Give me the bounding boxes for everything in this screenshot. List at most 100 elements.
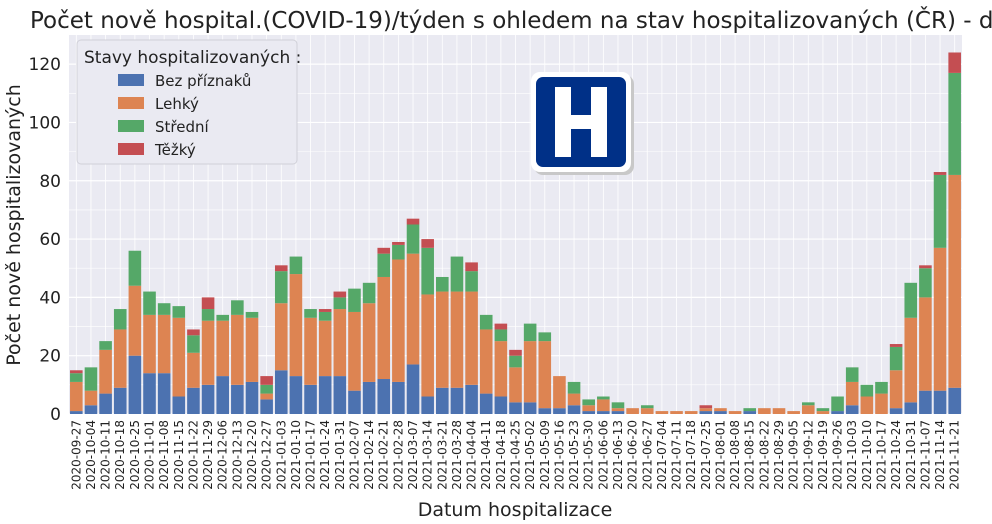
bar-segment xyxy=(187,329,200,336)
bar-segment xyxy=(919,268,932,298)
bar-segment xyxy=(933,174,947,248)
bar-segment xyxy=(318,311,332,321)
bar-segment xyxy=(567,393,581,406)
bar-segment xyxy=(333,309,347,377)
hospital-sign-icon xyxy=(531,72,634,175)
x-tick-label: 2021-01-17 xyxy=(304,420,318,490)
bar-segment xyxy=(392,244,405,260)
bar-segment xyxy=(216,376,230,414)
bar-segment xyxy=(406,218,420,225)
bar-segment xyxy=(157,373,171,414)
x-tick-label: 2021-09-12 xyxy=(801,420,815,490)
legend-title: Stavy hospitalizovaných : xyxy=(84,48,301,68)
x-tick-label: 2021-03-21 xyxy=(435,420,449,490)
bar-segment xyxy=(172,317,186,397)
bar-segment xyxy=(479,329,493,394)
x-tick-label: 2021-01-10 xyxy=(289,420,303,490)
x-tick-label: 2020-11-29 xyxy=(201,420,215,490)
x-tick-label: 2021-06-20 xyxy=(626,420,640,490)
bar-segment xyxy=(699,408,713,412)
bar-segment xyxy=(801,405,815,414)
legend-swatch xyxy=(118,97,144,109)
x-tick-label: 2020-10-04 xyxy=(84,420,98,490)
bar-segment xyxy=(904,317,918,403)
bar-segment xyxy=(201,309,215,321)
bar-segment xyxy=(421,239,434,248)
bar-segment xyxy=(260,399,273,414)
legend-items: Bez příznaků Lehký Střední Těžký xyxy=(118,72,251,159)
x-tick-label: 2020-11-01 xyxy=(143,420,157,490)
x-tick-label: 2020-12-13 xyxy=(230,420,244,490)
bar-segment xyxy=(201,297,215,310)
bar-segment xyxy=(860,396,874,414)
bar-segment xyxy=(99,349,112,394)
bar-segment xyxy=(509,367,522,403)
bar-segment xyxy=(99,393,112,414)
x-tick-label: 2021-02-14 xyxy=(362,420,376,490)
x-tick-label: 2021-10-31 xyxy=(904,420,918,490)
bar-segment xyxy=(567,405,581,414)
bar-segment xyxy=(70,411,83,414)
bar-segment xyxy=(99,341,112,350)
bar-segment xyxy=(933,172,947,175)
bar-segment xyxy=(289,274,303,377)
bar-segment xyxy=(889,408,903,414)
bar-segment xyxy=(699,411,713,414)
x-tick-label: 2021-11-07 xyxy=(918,420,932,490)
x-tick-label: 2020-10-18 xyxy=(113,420,127,490)
bar-segment xyxy=(465,262,478,272)
legend-label: Střední xyxy=(155,118,209,136)
bar-segment xyxy=(406,253,420,365)
bar-segment xyxy=(479,393,493,414)
bar-segment xyxy=(538,408,552,414)
bar-segment xyxy=(538,332,552,342)
bar-segment xyxy=(465,384,478,414)
bar-segment xyxy=(172,396,186,414)
bar-segment xyxy=(450,387,464,414)
bar-segment xyxy=(640,405,654,409)
bar-segment xyxy=(318,376,332,414)
x-tick-label: 2021-06-06 xyxy=(596,420,610,490)
bar-segment xyxy=(113,329,127,388)
bar-segment xyxy=(231,384,244,414)
x-tick-label: 2020-11-08 xyxy=(157,420,171,490)
bar-segment xyxy=(816,411,830,414)
x-tick-label: 2021-11-14 xyxy=(933,420,947,490)
x-tick-label: 2021-01-24 xyxy=(318,420,332,490)
x-tick-label: 2021-10-17 xyxy=(874,420,888,490)
bar-segment xyxy=(362,381,376,414)
bar-segment xyxy=(304,384,317,414)
legend-swatch xyxy=(118,74,144,86)
bar-segment xyxy=(450,256,464,292)
x-tick-label: 2021-04-04 xyxy=(465,420,479,490)
bar-segment xyxy=(758,408,771,414)
bar-segment xyxy=(655,411,669,414)
bar-segment xyxy=(611,408,625,412)
bar-segment xyxy=(157,303,171,315)
bar-segment xyxy=(845,367,859,382)
bar-segment xyxy=(318,320,332,377)
x-tick-label: 2020-12-27 xyxy=(260,420,274,490)
bar-segment xyxy=(421,247,434,295)
bar-segment xyxy=(143,291,156,315)
bar-segment xyxy=(948,387,961,414)
bar-segment xyxy=(84,390,98,406)
bar-segment xyxy=(860,384,874,397)
bar-segment xyxy=(436,387,449,414)
bar-segment xyxy=(582,411,595,414)
x-tick-label: 2021-01-31 xyxy=(333,420,347,490)
bar-segment xyxy=(933,247,947,391)
bar-segment xyxy=(845,381,859,406)
bar-segment xyxy=(187,352,200,388)
bar-segment xyxy=(201,320,215,385)
bar-segment xyxy=(523,323,537,342)
bar-segment xyxy=(670,411,683,414)
bar-segment xyxy=(113,387,127,414)
bar-segment xyxy=(553,408,566,414)
x-axis: 2020-09-27 2020-10-04 2020-10-11 2020-10-18… xyxy=(69,420,961,490)
bar-segment xyxy=(421,396,434,414)
bar-segment xyxy=(128,250,142,286)
x-tick-label: 2021-08-08 xyxy=(728,420,742,490)
bar-segment xyxy=(611,402,625,409)
x-tick-label: 2021-05-30 xyxy=(582,420,596,490)
